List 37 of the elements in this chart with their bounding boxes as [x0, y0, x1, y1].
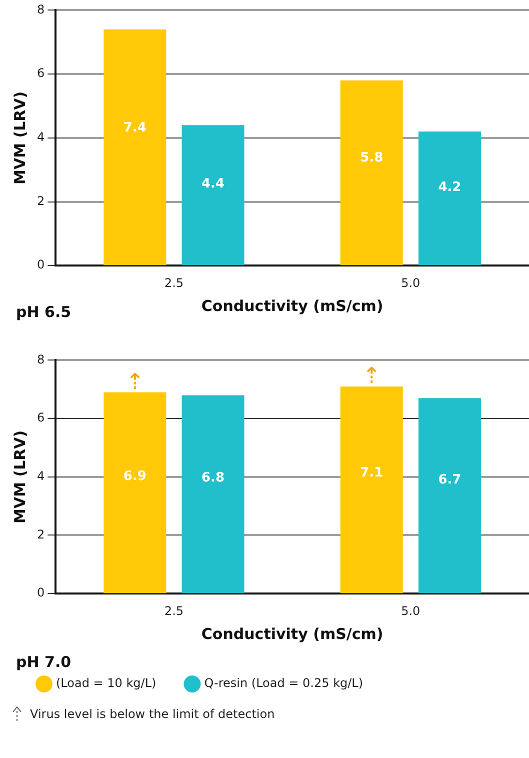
- y-axis-title: MVM (LRV): [10, 91, 29, 184]
- x-axis-title: Conductivity (mS/cm): [201, 624, 384, 643]
- y-tick-label: 0: [36, 586, 45, 600]
- x-tick-label: 5.0: [401, 604, 420, 618]
- x-tick-label: 2.5: [164, 276, 184, 290]
- y-tick-label: 4: [36, 130, 45, 144]
- data-label: 6.8: [202, 470, 225, 486]
- text: Virus level is below the limit of detection: [30, 707, 275, 721]
- data-label: 6.7: [438, 472, 462, 488]
- data-label: 5.8: [360, 150, 384, 166]
- y-tick-label: 2: [36, 194, 45, 208]
- text: pH 7.0: [16, 653, 72, 671]
- bar: [418, 132, 481, 266]
- legend-label: Q-resin (Load = 0.25 kg/L): [204, 676, 364, 690]
- y-tick-label: 2: [36, 527, 45, 542]
- bar: [104, 29, 166, 266]
- data-label: 4.4: [202, 176, 225, 192]
- data-label: 6.9: [123, 469, 146, 484]
- bar: [182, 125, 244, 266]
- y-tick-label: 0: [36, 258, 45, 272]
- x-tick-label: 2.5: [164, 604, 184, 618]
- data-label: 7.1: [360, 466, 384, 481]
- x-tick-label: 5.0: [401, 276, 420, 290]
- y-tick-label: 8: [36, 352, 45, 366]
- legend-label: (Load = 10 kg/L): [56, 676, 156, 690]
- y-axis-title: MVM (LRV): [10, 430, 29, 524]
- y-tick-label: 4: [36, 469, 45, 484]
- text: pH 6.5: [16, 303, 72, 321]
- y-tick-label: 8: [36, 2, 45, 16]
- data-label: 7.4: [123, 120, 146, 136]
- x-axis-title: Conductivity (mS/cm): [201, 296, 384, 315]
- bar: [340, 80, 403, 266]
- annotation: ⇡: [362, 364, 381, 390]
- annotation: ⇡: [126, 370, 144, 396]
- y-tick-label: 6: [36, 410, 45, 425]
- data-label: 4.2: [438, 180, 462, 195]
- y-tick-label: 6: [36, 66, 45, 80]
